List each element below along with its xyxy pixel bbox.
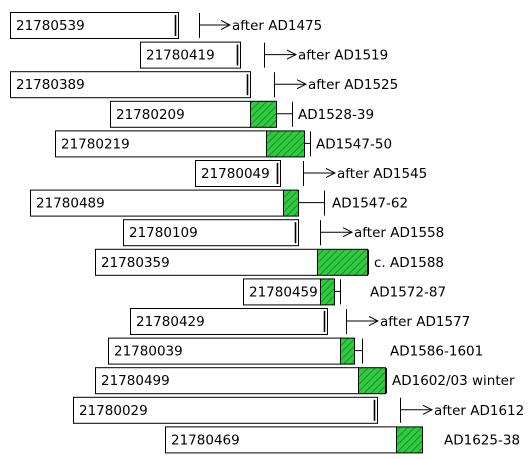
sample-row: 21780359 c. AD1588 bbox=[95, 248, 444, 276]
date-label: after AD1545 bbox=[337, 166, 427, 182]
sample-rows: 21780539 after AD1475 21780419 after AD1519… bbox=[10, 12, 524, 454]
sapwood-bar bbox=[283, 189, 299, 217]
date-label: after AD1577 bbox=[380, 314, 470, 330]
sample-row: 21780499 AD1602/03 winter bbox=[95, 367, 515, 395]
sample-id-label: 21780489 bbox=[36, 196, 105, 212]
sample-id-label: 21780469 bbox=[171, 432, 240, 448]
date-label: AD1625-38 bbox=[444, 432, 520, 448]
sample-row: 21780469 AD1625-38 bbox=[165, 426, 520, 454]
sample-row: 21780389 after AD1525 bbox=[10, 71, 398, 99]
sapwood-bar bbox=[250, 100, 277, 128]
heartwood-bar bbox=[140, 41, 241, 69]
sample-row: 21780029 after AD1612 bbox=[73, 396, 524, 424]
sample-row: 21780419 after AD1519 bbox=[140, 41, 388, 69]
sapwood-bar bbox=[320, 278, 335, 306]
heartwood-bar bbox=[123, 219, 299, 247]
date-label: after AD1558 bbox=[354, 225, 444, 241]
heartwood-bar bbox=[95, 367, 359, 395]
sapwood-bar bbox=[266, 130, 305, 158]
sample-row: 21780209 AD1528-39 bbox=[110, 100, 374, 128]
heartwood-bar bbox=[95, 248, 318, 276]
sample-id-label: 21780429 bbox=[136, 314, 205, 330]
heartwood-bar bbox=[243, 278, 321, 306]
sample-id-label: 21780459 bbox=[249, 284, 318, 300]
sample-id-label: 21780109 bbox=[129, 225, 198, 241]
heartwood-bar bbox=[108, 337, 341, 365]
date-label: after AD1612 bbox=[434, 403, 524, 419]
sample-row: 21780459 AD1572-87 bbox=[243, 278, 446, 306]
sample-row: 21780049 after AD1545 bbox=[195, 160, 427, 187]
date-label: after AD1519 bbox=[298, 48, 388, 64]
date-label: AD1586-1601 bbox=[390, 344, 483, 360]
date-label: AD1602/03 winter bbox=[392, 373, 515, 389]
date-label: AD1572-87 bbox=[370, 284, 446, 300]
heartwood-bar bbox=[30, 189, 284, 217]
sample-id-label: 21780209 bbox=[116, 107, 185, 123]
sample-id-label: 21780419 bbox=[146, 48, 215, 64]
sample-id-label: 21780359 bbox=[101, 255, 170, 271]
heartwood-bar bbox=[55, 130, 267, 158]
sample-id-label: 21780219 bbox=[61, 136, 130, 152]
heartwood-bar bbox=[73, 396, 378, 424]
sample-row: 21780539 after AD1475 bbox=[10, 12, 322, 39]
sapwood-bar bbox=[340, 337, 355, 365]
sample-row: 21780039 AD1586-1601 bbox=[108, 337, 483, 365]
sample-id-label: 21780499 bbox=[101, 373, 170, 389]
heartwood-bar bbox=[195, 160, 281, 187]
sample-id-label: 21780389 bbox=[16, 77, 85, 93]
sample-row: 21780219 AD1547-50 bbox=[55, 130, 392, 158]
sapwood-bar bbox=[358, 367, 386, 395]
sample-id-label: 21780039 bbox=[114, 344, 183, 360]
sample-row: 21780429 after AD1577 bbox=[130, 308, 470, 335]
sapwood-bar bbox=[317, 248, 368, 276]
date-label: after AD1475 bbox=[232, 18, 322, 34]
heartwood-bar bbox=[130, 308, 328, 335]
sample-id-label: 21780029 bbox=[79, 403, 148, 419]
date-label: c. AD1588 bbox=[374, 255, 444, 271]
sample-row: 21780489 AD1547-62 bbox=[30, 189, 408, 217]
date-label: after AD1525 bbox=[308, 77, 398, 93]
date-label: AD1547-62 bbox=[332, 196, 408, 212]
sapwood-bar bbox=[396, 426, 423, 454]
date-label: AD1528-39 bbox=[298, 107, 374, 123]
date-label: AD1547-50 bbox=[316, 136, 392, 152]
sample-row: 21780109 after AD1558 bbox=[123, 219, 444, 247]
heartwood-bar bbox=[10, 12, 179, 39]
sample-id-label: 21780539 bbox=[16, 18, 85, 34]
heartwood-bar bbox=[110, 100, 251, 128]
heartwood-bar bbox=[10, 71, 251, 99]
heartwood-bar bbox=[165, 426, 397, 454]
sample-id-label: 21780049 bbox=[201, 166, 270, 182]
